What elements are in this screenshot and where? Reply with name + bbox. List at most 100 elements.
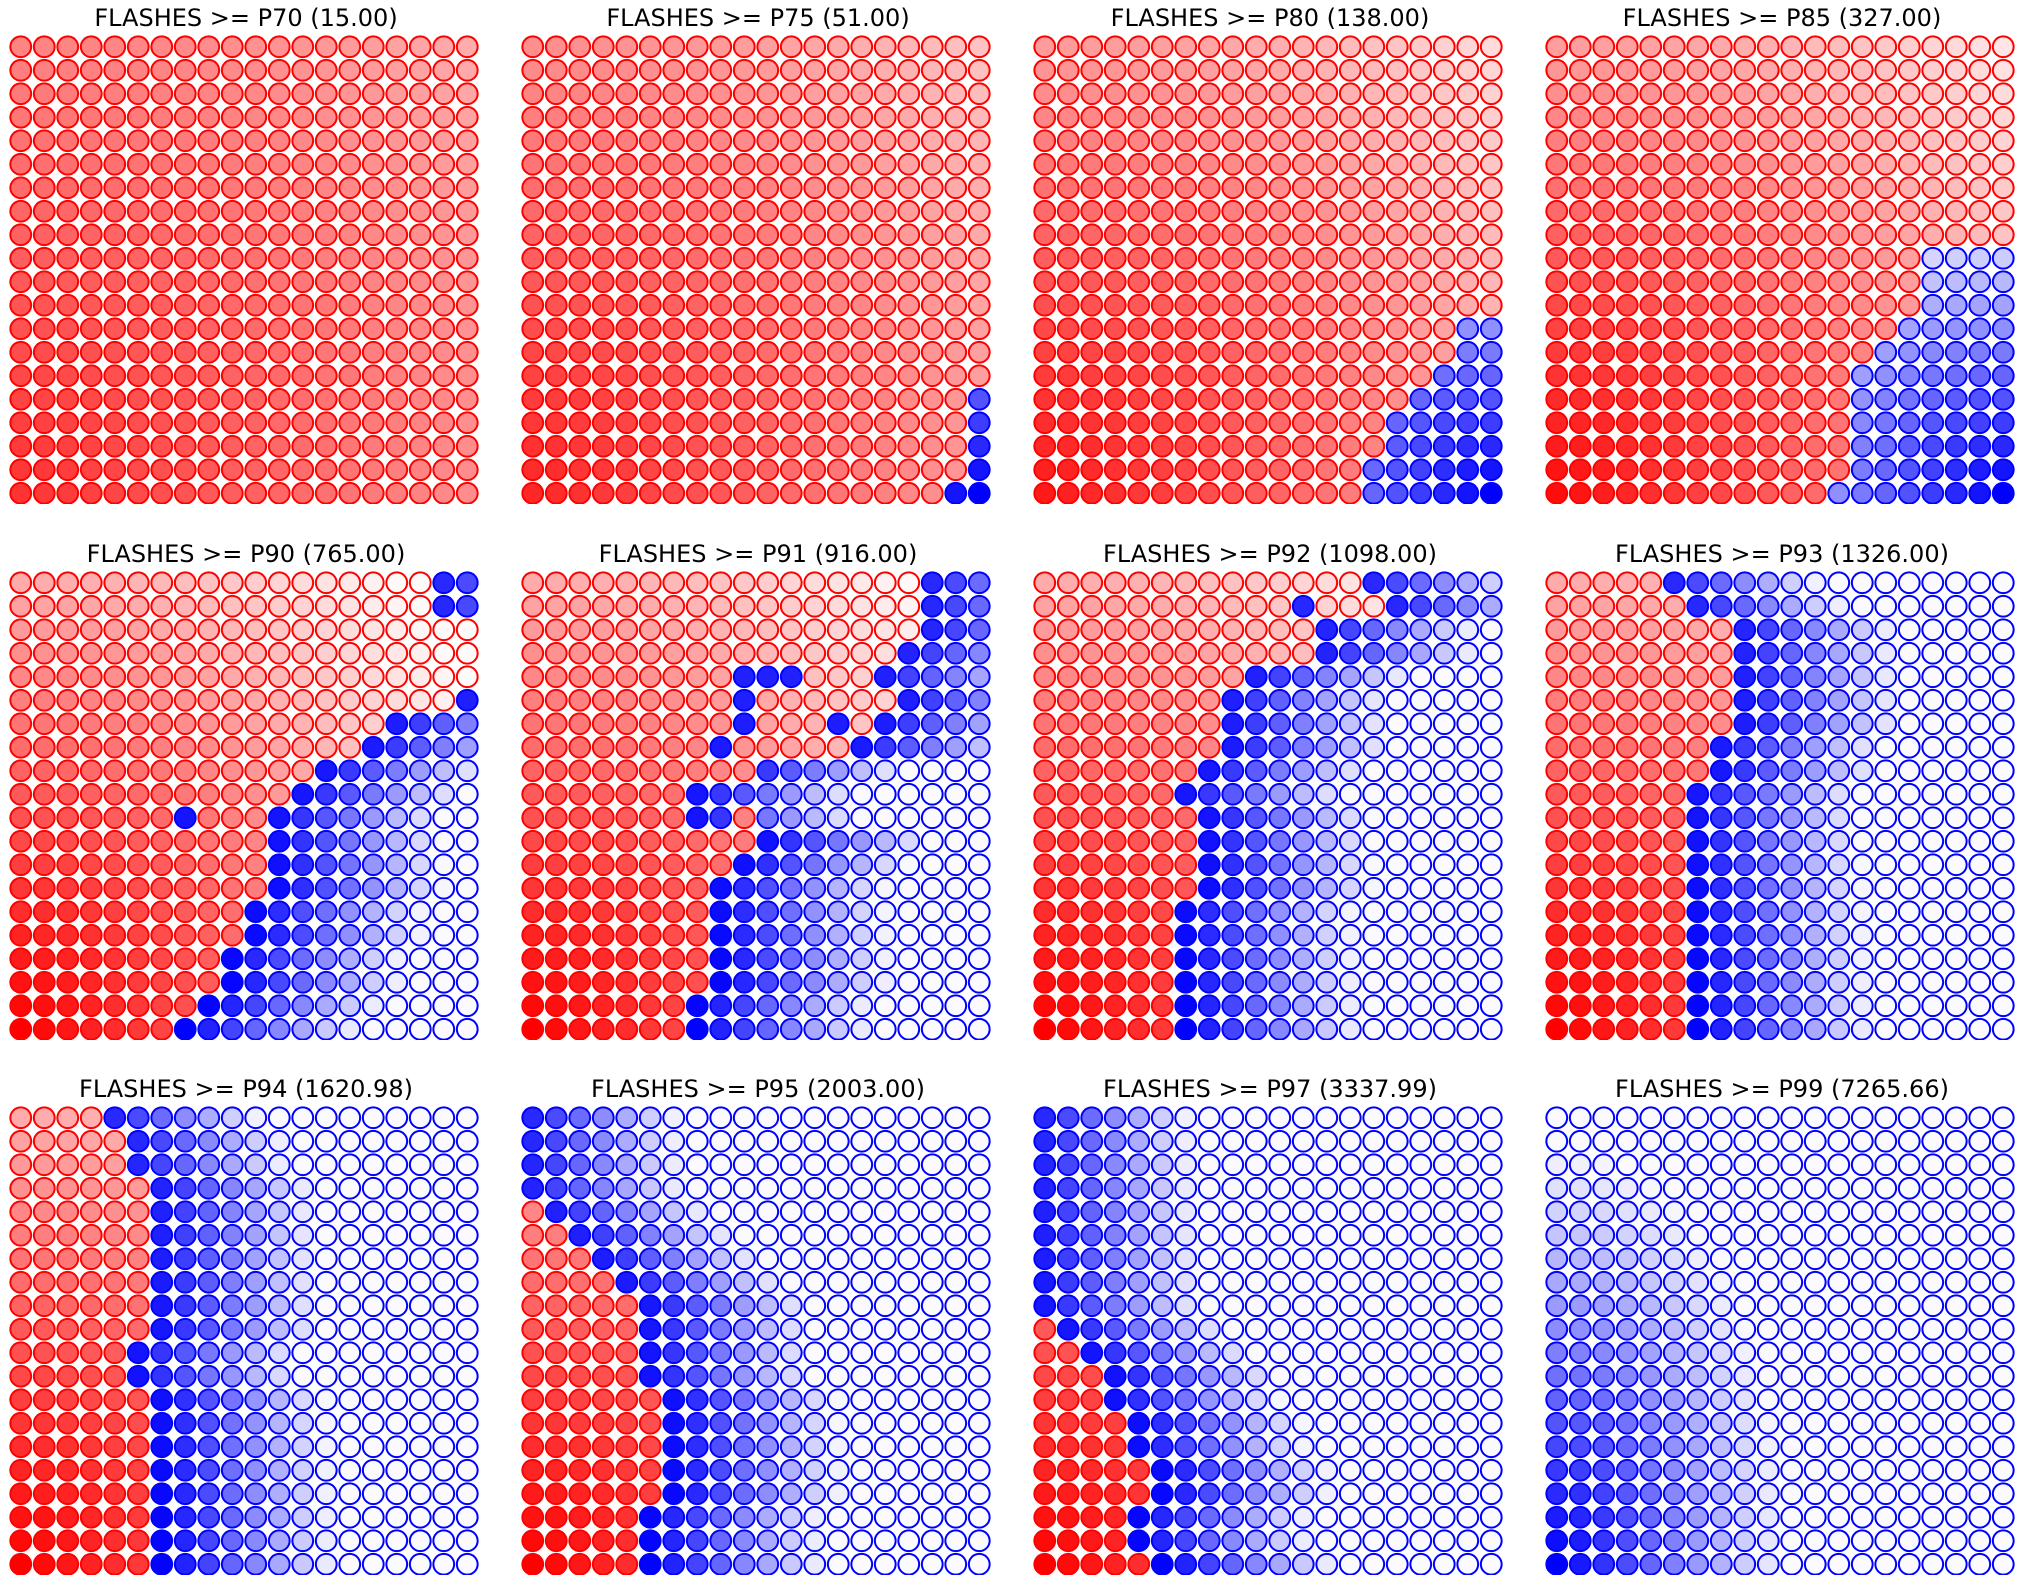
- negative-cell: [1968, 411, 1992, 435]
- positive-cell: [385, 571, 409, 595]
- positive-cell: [591, 1364, 615, 1388]
- positive-cell: [56, 317, 80, 341]
- negative-cell: [1803, 1529, 1827, 1553]
- negative-cell: [568, 1129, 592, 1153]
- positive-cell: [1615, 759, 1639, 783]
- negative-cell: [944, 618, 968, 642]
- negative-cell: [1056, 1176, 1080, 1200]
- positive-cell: [662, 340, 686, 364]
- negative-cell: [1315, 853, 1339, 877]
- positive-cell: [1150, 293, 1174, 317]
- negative-cell: [1291, 1294, 1315, 1318]
- negative-cell: [1150, 1411, 1174, 1435]
- positive-cell: [79, 594, 103, 618]
- positive-cell: [1197, 199, 1221, 223]
- negative-cell: [1268, 665, 1292, 689]
- positive-cell: [944, 317, 968, 341]
- positive-cell: [56, 1176, 80, 1200]
- positive-cell: [103, 1223, 127, 1247]
- negative-cell: [1479, 876, 1503, 900]
- negative-cell: [826, 1129, 850, 1153]
- positive-cell: [126, 1294, 150, 1318]
- negative-cell: [1874, 735, 1898, 759]
- positive-cell: [521, 970, 545, 994]
- negative-cell: [1803, 806, 1827, 830]
- positive-cell: [1080, 387, 1104, 411]
- positive-cell: [1662, 688, 1686, 712]
- positive-cell: [1056, 82, 1080, 106]
- positive-cell: [126, 1176, 150, 1200]
- negative-cell: [1197, 923, 1221, 947]
- positive-cell: [920, 246, 944, 270]
- positive-cell: [897, 411, 921, 435]
- positive-cell: [1639, 594, 1663, 618]
- positive-cell: [544, 618, 568, 642]
- negative-cell: [267, 994, 291, 1018]
- negative-cell: [1592, 1458, 1616, 1482]
- positive-cell: [291, 434, 315, 458]
- negative-cell: [291, 1106, 315, 1130]
- negative-cell: [314, 853, 338, 877]
- positive-cell: [56, 1294, 80, 1318]
- positive-cell: [1639, 176, 1663, 200]
- positive-cell: [544, 35, 568, 59]
- negative-cell: [1197, 1458, 1221, 1482]
- negative-cell: [1921, 947, 1945, 971]
- negative-cell: [920, 1458, 944, 1482]
- negative-cell: [1409, 458, 1433, 482]
- positive-cell: [1338, 223, 1362, 247]
- positive-cell: [1921, 176, 1945, 200]
- positive-cell: [826, 105, 850, 129]
- positive-cell: [1197, 152, 1221, 176]
- positive-cell: [873, 411, 897, 435]
- negative-cell: [638, 1270, 662, 1294]
- negative-cell: [385, 1106, 409, 1130]
- positive-cell: [1733, 458, 1757, 482]
- positive-cell: [1127, 735, 1151, 759]
- negative-cell: [1991, 829, 2015, 853]
- positive-cell: [826, 223, 850, 247]
- negative-cell: [385, 1388, 409, 1412]
- positive-cell: [1338, 246, 1362, 270]
- positive-cell: [1545, 712, 1569, 736]
- positive-cell: [1080, 458, 1104, 482]
- positive-cell: [826, 458, 850, 482]
- negative-cell: [920, 782, 944, 806]
- negative-cell: [1385, 458, 1409, 482]
- positive-cell: [314, 641, 338, 665]
- positive-cell: [1479, 35, 1503, 59]
- negative-cell: [1338, 665, 1362, 689]
- positive-cell: [1615, 293, 1639, 317]
- positive-cell: [173, 829, 197, 853]
- negative-cell: [1756, 1505, 1780, 1529]
- negative-cell: [361, 735, 385, 759]
- positive-cell: [521, 1529, 545, 1553]
- negative-cell: [803, 1435, 827, 1459]
- positive-cell: [1874, 176, 1898, 200]
- positive-cell: [1127, 688, 1151, 712]
- negative-cell: [173, 806, 197, 830]
- positive-cell: [662, 246, 686, 270]
- negative-cell: [455, 1270, 479, 1294]
- positive-cell: [150, 293, 174, 317]
- negative-cell: [1756, 782, 1780, 806]
- negative-cell: [1991, 1388, 2015, 1412]
- positive-cell: [1103, 1435, 1127, 1459]
- negative-cell: [1315, 1317, 1339, 1341]
- positive-cell: [126, 947, 150, 971]
- negative-cell: [314, 1223, 338, 1247]
- negative-cell: [291, 970, 315, 994]
- negative-cell: [1686, 876, 1710, 900]
- positive-cell: [920, 481, 944, 504]
- negative-cell: [244, 1176, 268, 1200]
- positive-cell: [9, 571, 33, 595]
- positive-cell: [1456, 58, 1480, 82]
- positive-cell: [32, 1317, 56, 1341]
- positive-cell: [220, 712, 244, 736]
- positive-cell: [568, 947, 592, 971]
- positive-cell: [455, 434, 479, 458]
- negative-cell: [1850, 571, 1874, 595]
- negative-cell: [432, 1129, 456, 1153]
- circle-grid: [1033, 35, 1503, 504]
